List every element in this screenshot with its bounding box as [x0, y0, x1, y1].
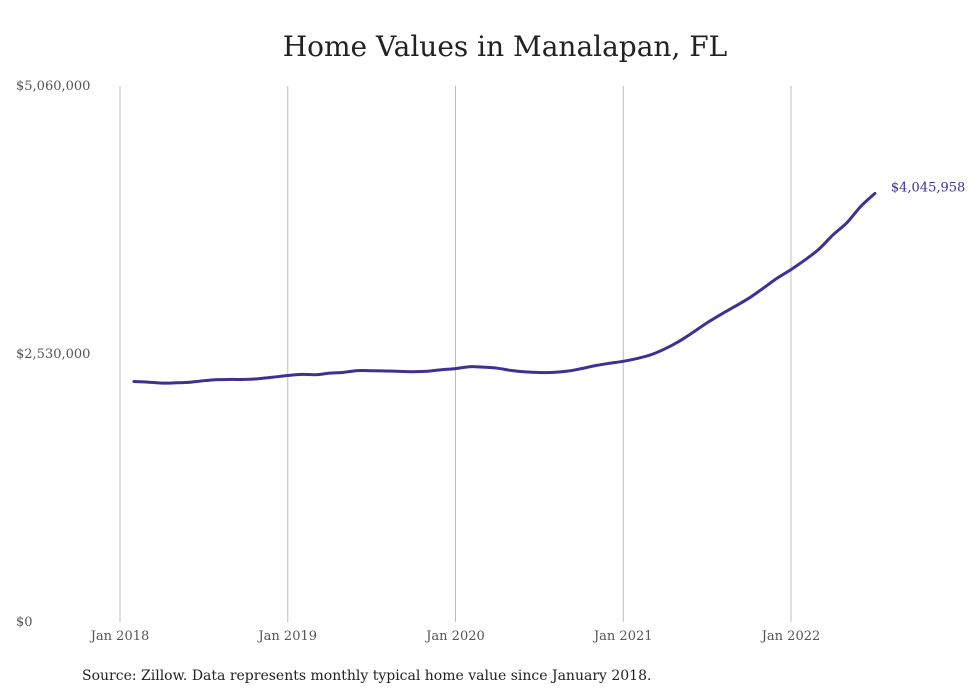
data-point-2021-10: [748, 297, 751, 300]
gridlines: [119, 86, 792, 622]
y-axis: $0 $2,530,000 $5,060,000: [16, 79, 90, 630]
data-point-2021-11: [762, 287, 765, 290]
x-axis: Jan 2018 Jan 2019 Jan 2020 Jan 2021 Jan 2022: [89, 629, 821, 644]
data-point-2018-12: [272, 376, 275, 379]
data-point-2020-06: [524, 370, 527, 373]
data-point-2018-09: [230, 378, 233, 381]
data-point-2018-07: [202, 379, 205, 382]
data-point-2021-09: [734, 305, 737, 308]
data-point-2019-05: [342, 371, 345, 374]
data-point-2018-06: [188, 381, 191, 384]
data-point-2020-12: [608, 362, 611, 365]
data-point-2019-09: [398, 370, 401, 373]
y-tick-label: $5,060,000: [16, 79, 90, 94]
data-point-2022-03: [817, 248, 820, 251]
data-point-2019-07: [370, 369, 373, 372]
chart-title: Home Values in Manalapan, FL: [282, 30, 728, 63]
series-layer: $4,045,958: [132, 180, 965, 385]
data-point-2018-02: [132, 380, 135, 383]
data-point-2019-06: [356, 369, 359, 372]
data-point-2022-06: [859, 205, 862, 208]
x-tick-label: Jan 2022: [760, 629, 821, 644]
data-point-2022-01: [790, 268, 793, 271]
data-point-2021-08: [720, 313, 723, 316]
data-point-2019-12: [440, 368, 443, 371]
y-tick-label: $0: [16, 615, 33, 630]
data-point-2018-10: [244, 378, 247, 381]
data-point-2021-05: [678, 340, 681, 343]
data-point-2021-01: [622, 360, 625, 363]
data-point-2020-05: [510, 369, 513, 372]
data-point-2018-03: [146, 381, 149, 384]
data-point-2019-10: [412, 370, 415, 373]
data-point-2020-10: [580, 367, 583, 370]
data-point-2018-11: [258, 377, 261, 380]
data-point-2022-05: [845, 221, 848, 224]
data-point-2022-02: [803, 258, 806, 261]
data-point-2021-12: [776, 277, 779, 280]
data-point-2020-02: [468, 365, 471, 368]
data-point-2021-02: [636, 357, 639, 360]
data-point-2018-04: [160, 382, 163, 385]
data-point-2018-05: [174, 381, 177, 384]
data-point-2022-07: [873, 192, 876, 195]
data-point-2019-02: [300, 373, 303, 376]
data-point-2020-04: [496, 367, 499, 370]
data-point-2020-07: [538, 371, 541, 374]
series-line: [132, 191, 877, 385]
x-tick-label: Jan 2018: [89, 629, 150, 644]
end-value-label: $4,045,958: [891, 180, 965, 195]
data-point-2020-11: [594, 364, 597, 367]
data-point-2020-08: [552, 371, 555, 374]
data-point-2022-04: [831, 233, 834, 236]
x-tick-label: Jan 2021: [592, 629, 653, 644]
data-point-2021-03: [650, 353, 653, 356]
x-tick-label: Jan 2020: [424, 629, 485, 644]
source-note: Source: Zillow. Data represents monthly …: [82, 668, 652, 684]
x-tick-label: Jan 2019: [256, 629, 317, 644]
data-point-2019-03: [314, 373, 317, 376]
data-point-2021-06: [692, 331, 695, 334]
data-point-2021-04: [664, 347, 667, 350]
data-point-2021-07: [706, 321, 709, 324]
data-point-2019-04: [328, 372, 331, 375]
data-point-2020-09: [566, 370, 569, 373]
line-chart: $0$2,530,000$5,060,000 Jan 2018 Jan 2019 J…: [16, 79, 965, 644]
data-point-2019-01: [286, 374, 289, 377]
data-point-2019-08: [384, 369, 387, 372]
data-point-2020-03: [482, 366, 485, 369]
data-point-2019-11: [426, 370, 429, 373]
data-point-2020-01: [454, 367, 457, 370]
data-point-2018-08: [216, 378, 219, 381]
y-tick-label: $2,530,000: [16, 347, 90, 362]
